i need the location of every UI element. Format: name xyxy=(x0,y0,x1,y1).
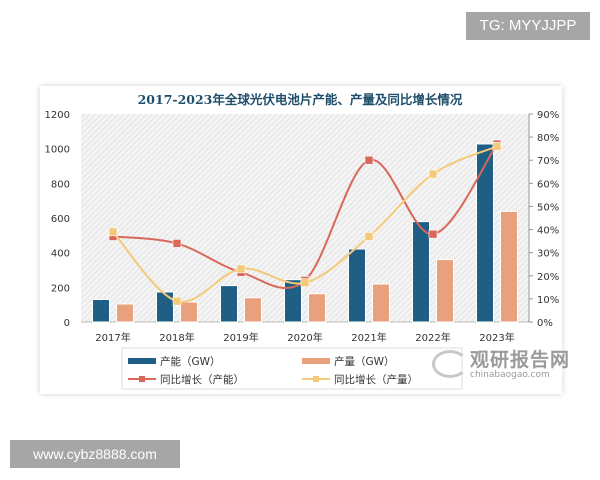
x-tick-label: 2019年 xyxy=(223,331,258,344)
brand-name-en: chinabaogao.com xyxy=(470,370,550,380)
y-left-tick-label: 600 xyxy=(51,214,70,225)
x-tick-label: 2022年 xyxy=(415,331,450,344)
bar-capacity xyxy=(220,285,238,323)
marker-growth-capacity xyxy=(364,155,374,165)
y-right-tick-label: 50% xyxy=(537,202,559,213)
bar-capacity xyxy=(156,291,174,323)
marker-growth-output xyxy=(300,278,310,288)
brand-watermark: 观研报告网 chinabaogao.com xyxy=(470,345,570,380)
bar-output xyxy=(244,297,262,323)
bar-capacity xyxy=(284,279,302,323)
y-left-tick-label: 400 xyxy=(51,249,70,260)
y-right-tick-label: 60% xyxy=(537,179,559,190)
y-right-tick-label: 30% xyxy=(537,249,559,260)
legend-label: 同比增长（产能） xyxy=(160,373,244,386)
marker-growth-output xyxy=(108,227,118,237)
y-right-tick-label: 0% xyxy=(537,318,553,329)
marker-growth-capacity xyxy=(428,229,438,239)
bar-output xyxy=(308,293,326,323)
x-tick-label: 2023年 xyxy=(479,331,514,344)
legend-swatch-marker xyxy=(313,376,319,382)
y-left-tick-label: 1200 xyxy=(45,110,70,121)
chart-title: 2017-2023年全球光伏电池片产能、产量及同比增长情况 xyxy=(138,92,463,107)
marker-growth-output xyxy=(492,142,502,151)
y-left-tick-label: 0 xyxy=(64,318,70,329)
x-tick-label: 2021年 xyxy=(351,331,386,344)
marker-growth-output xyxy=(428,169,438,179)
y-left-tick-label: 800 xyxy=(51,179,70,190)
bar-output xyxy=(500,210,518,323)
brand-name-cn: 观研报告网 xyxy=(470,349,571,371)
bar-output xyxy=(180,301,198,323)
legend-label: 产能（GW） xyxy=(160,355,221,368)
legend-label: 产量（GW） xyxy=(334,355,395,368)
bar-output xyxy=(372,283,390,323)
legend-box xyxy=(121,347,463,390)
plot-area xyxy=(81,114,529,322)
legend-swatch xyxy=(302,358,330,364)
legend: 产能（GW） 产量（GW） 同比增长（产能） 同比增长（产量） xyxy=(121,347,463,390)
y-right-tick-label: 20% xyxy=(537,272,559,283)
x-tick-label: 2017年 xyxy=(95,331,130,344)
y-left-tick-label: 1000 xyxy=(45,145,70,156)
y-left-tick-label: 200 xyxy=(51,283,70,294)
bar-capacity xyxy=(92,298,110,323)
legend-label: 同比增长（产量） xyxy=(334,373,418,386)
y-right-tick-label: 40% xyxy=(537,226,559,237)
y-right-tick-label: 10% xyxy=(537,295,559,306)
bar-capacity xyxy=(476,143,494,323)
bar-capacity xyxy=(412,221,430,323)
marker-growth-output xyxy=(364,232,374,241)
y-right-tick-label: 80% xyxy=(537,133,559,144)
bar-output xyxy=(436,259,454,323)
legend-swatch xyxy=(128,358,156,364)
marker-growth-output xyxy=(172,296,182,306)
watermark-telegram: TG: MYYJJPP xyxy=(466,12,590,40)
brand-logo-icon xyxy=(432,350,468,378)
watermark-url: www.cybz8888.com xyxy=(10,440,180,468)
legend-swatch-marker xyxy=(139,376,145,382)
y-right-tick-label: 70% xyxy=(537,156,559,167)
x-tick-label: 2018年 xyxy=(159,331,194,344)
y-right-tick-label: 90% xyxy=(537,110,559,121)
marker-growth-capacity xyxy=(172,239,182,248)
marker-growth-output xyxy=(236,264,246,274)
bar-output xyxy=(116,303,134,323)
bar-capacity xyxy=(348,248,366,323)
x-tick-label: 2020年 xyxy=(287,331,322,344)
